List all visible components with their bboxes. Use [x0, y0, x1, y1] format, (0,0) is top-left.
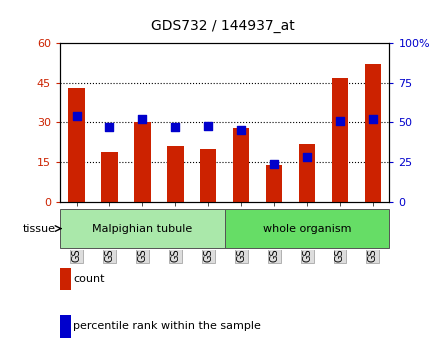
- Bar: [332, 78, 348, 202]
- Bar: [69, 88, 85, 202]
- Point: [73, 114, 80, 119]
- Bar: [60, 268, 71, 290]
- Point: [205, 123, 212, 128]
- Text: GDS732 / 144937_at: GDS732 / 144937_at: [150, 19, 295, 33]
- Point: [271, 161, 278, 167]
- Text: percentile rank within the sample: percentile rank within the sample: [73, 322, 261, 332]
- Point: [238, 128, 245, 133]
- Point: [106, 125, 113, 130]
- Point: [336, 118, 344, 124]
- Bar: [134, 122, 151, 202]
- Bar: [167, 146, 184, 202]
- Bar: [233, 128, 250, 202]
- Bar: [101, 151, 118, 202]
- Text: Malpighian tubule: Malpighian tubule: [92, 224, 193, 234]
- Point: [303, 155, 311, 160]
- Point: [369, 117, 376, 122]
- Text: tissue: tissue: [23, 224, 56, 234]
- Bar: [60, 315, 71, 337]
- Bar: [60, 209, 225, 248]
- Text: whole organism: whole organism: [263, 224, 351, 234]
- Point: [172, 125, 179, 130]
- Text: count: count: [73, 274, 105, 284]
- Bar: [266, 165, 283, 202]
- Bar: [365, 64, 381, 202]
- Point: [139, 117, 146, 122]
- Bar: [200, 149, 217, 202]
- Bar: [225, 209, 389, 248]
- Bar: [299, 144, 316, 202]
